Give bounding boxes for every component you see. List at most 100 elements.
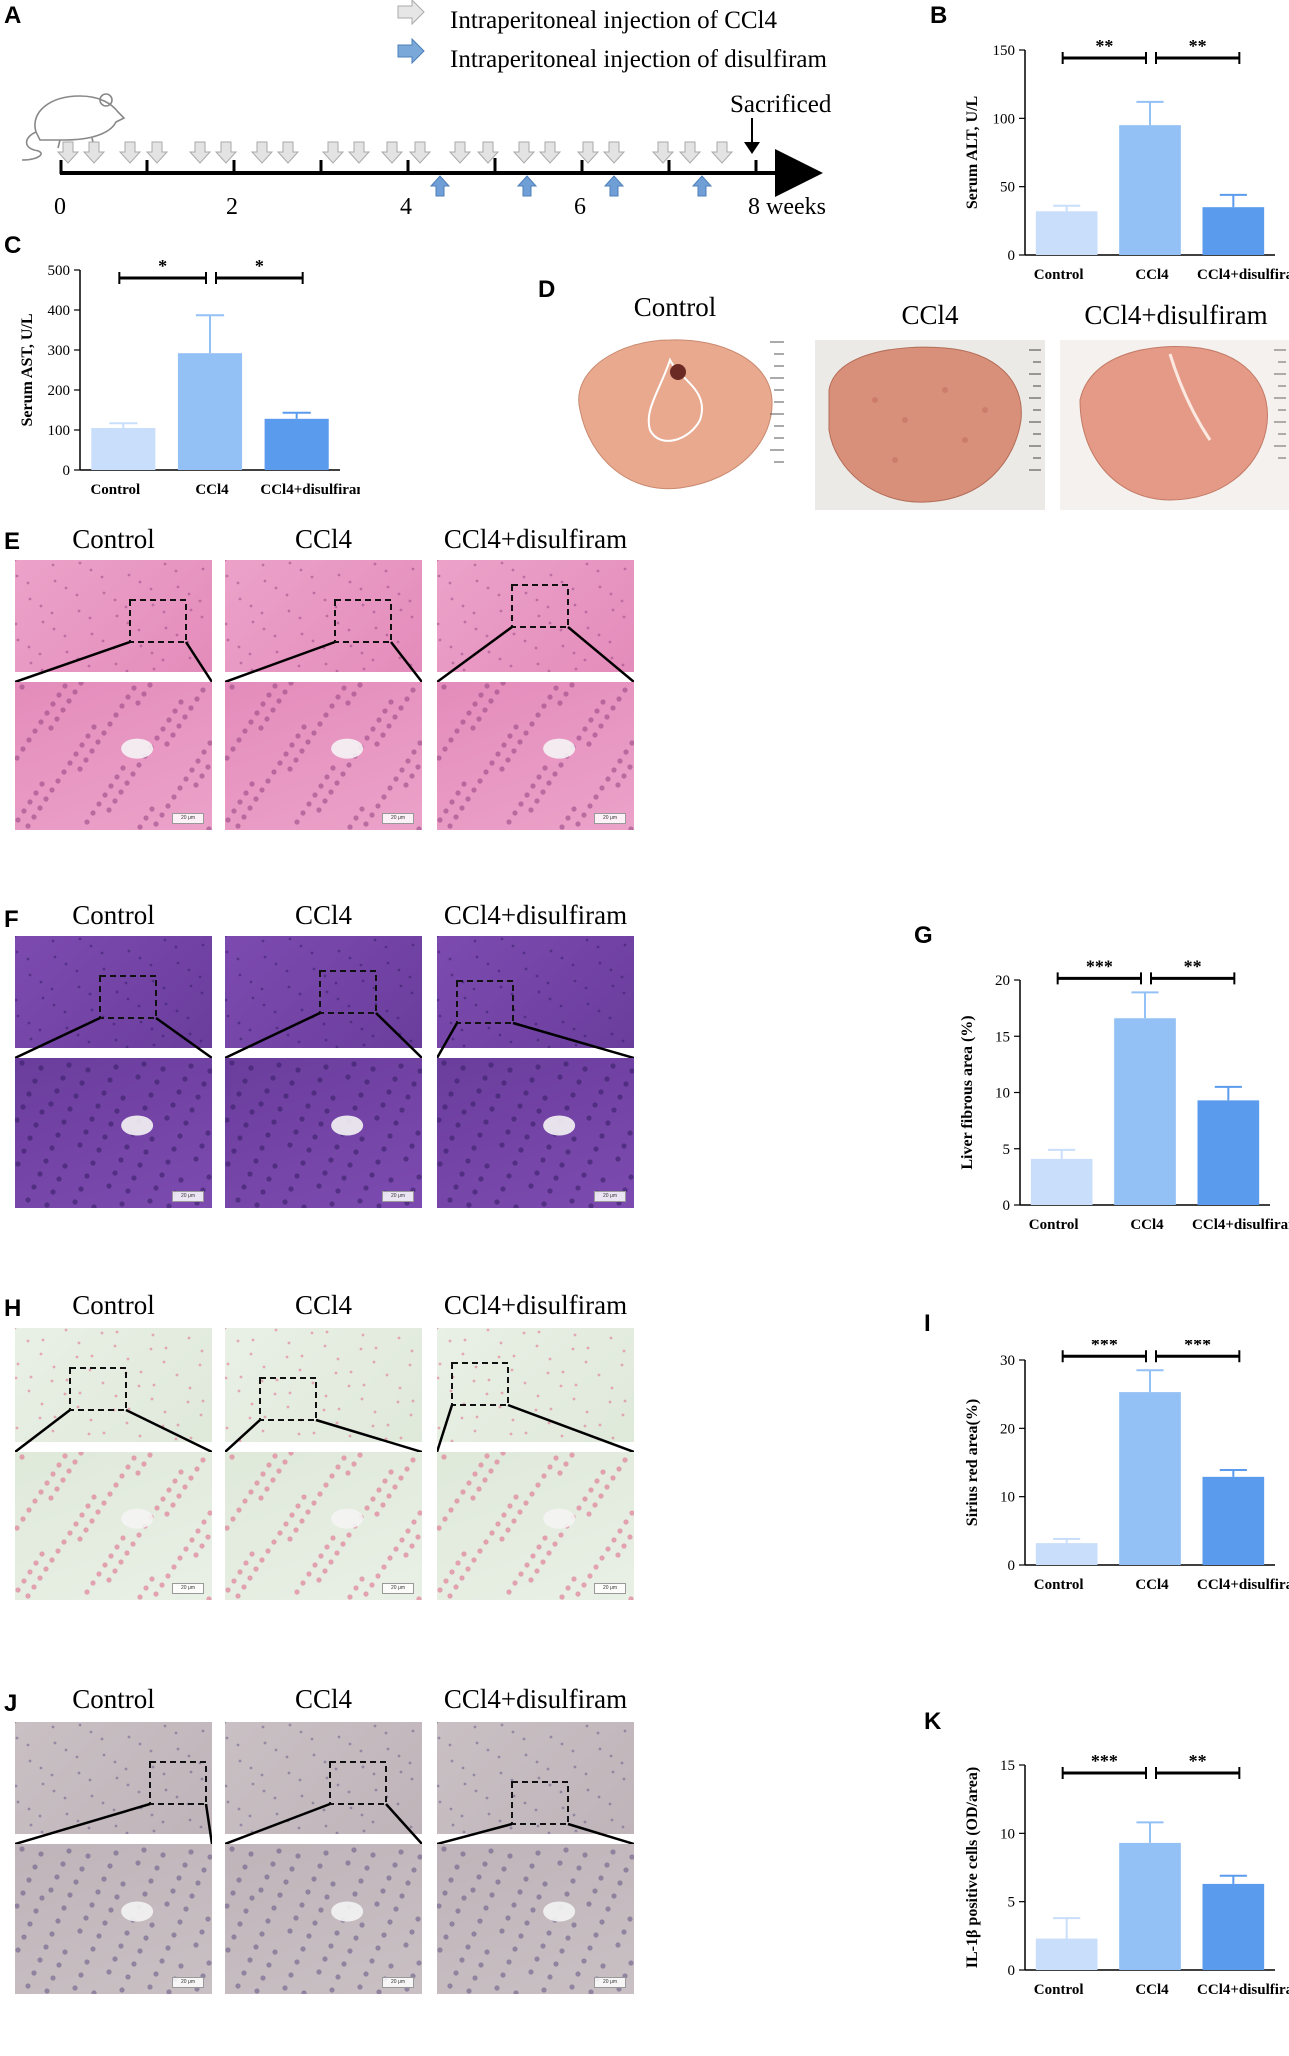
d-title-ccl4-disulfiram: CCl4+disulfiram <box>1084 300 1268 330</box>
y-tick-label-1: 5 <box>1003 1142 1011 1158</box>
h-high-mag-ccl4: 20 μm <box>225 1452 422 1600</box>
y-axis-label: Serum AST, U/L <box>19 313 36 426</box>
disulfiram-injection-arrow-3 <box>691 175 713 197</box>
j-low-mag-ccl4 <box>225 1722 422 1834</box>
ccl4-injection-arrows <box>56 141 734 164</box>
y-tick-label-3: 300 <box>48 343 71 359</box>
significance-label-0: *** <box>1091 1340 1118 1354</box>
y-axis-label: Liver fibrous area (%) <box>959 1015 976 1169</box>
legend-ccl4-text: Intraperitoneal injection of CCl4 <box>450 7 777 34</box>
zoom-box <box>334 599 392 643</box>
x-tick-label-1: CCl4 <box>1135 1982 1169 1998</box>
timeline-tick-2: 2 <box>226 194 238 220</box>
j-high-mag-control: 20 μm <box>15 1844 212 1994</box>
disulfiram-injection-arrow-2 <box>603 175 625 197</box>
timeline-tick-4: 4 <box>400 194 412 220</box>
ccl4-injection-arrow-2 <box>118 141 142 164</box>
j-low-mag-ccl4-dis <box>437 1722 634 1834</box>
ccl4-injection-arrow-11 <box>408 141 432 164</box>
y-tick-label-0: 0 <box>1008 1963 1016 1979</box>
bar-0 <box>1030 1158 1093 1205</box>
bar-2 <box>264 418 329 470</box>
y-tick-label-1: 10 <box>1000 1490 1015 1506</box>
bar-1 <box>1119 1842 1181 1970</box>
ccl4-injection-arrow-8 <box>321 141 345 164</box>
bar-1 <box>177 353 243 470</box>
x-tick-label-1: CCl4 <box>1135 1577 1169 1593</box>
x-tick-label-2: CCl4+disulfiram <box>1197 1577 1289 1593</box>
panel-label-e: E <box>4 528 21 555</box>
bar-0 <box>1035 1938 1098 1970</box>
x-tick-label-2: CCl4+disulfiram <box>1197 1982 1289 1998</box>
timeline-tick-6: 6 <box>574 194 586 220</box>
h-high-mag-ccl4-dis: 20 μm <box>437 1452 634 1600</box>
ccl4-injection-arrow-20 <box>710 141 734 164</box>
bar-0 <box>91 428 156 470</box>
h-title-ccl4-dis: CCl4+disulfiram <box>443 1290 628 1320</box>
h-low-mag-ccl4 <box>225 1328 422 1442</box>
f-title-control: Control <box>72 900 155 930</box>
x-tick-label-0: Control <box>1034 1982 1084 1998</box>
x-tick-label-0: Control <box>1029 1217 1079 1233</box>
liver-photo-control <box>560 330 790 500</box>
sacrificed-label: Sacrificed <box>730 91 832 118</box>
ccl4-injection-arrow-1 <box>82 141 106 164</box>
bar-1 <box>1119 125 1181 256</box>
zoom-box <box>259 1377 317 1421</box>
bar-2 <box>1197 1100 1260 1205</box>
x-tick-label-2: CCl4+disulfiram <box>1197 267 1289 283</box>
h-title-ccl4: CCl4 <box>294 1290 353 1320</box>
e-high-mag-ccl4-dis: 20 μm <box>437 682 634 830</box>
timeline-diagram: Intraperitoneal injection of CCl4 Intrap… <box>21 0 832 220</box>
panel-label-k: K <box>924 1708 942 1735</box>
e-title-control: Control <box>72 524 155 554</box>
y-tick-label-3: 15 <box>995 1029 1010 1045</box>
liver-photo-ccl4-disulfiram <box>1060 340 1289 510</box>
x-tick-label-2: CCl4+disulfiram <box>1192 1217 1289 1233</box>
ccl4-injection-arrow-4 <box>188 141 212 164</box>
d-title-ccl4: CCl4 <box>901 300 959 330</box>
bar-0 <box>1035 211 1098 255</box>
y-tick-label-0: 0 <box>63 463 71 479</box>
y-tick-label-2: 10 <box>1000 1826 1015 1842</box>
h-title-control: Control <box>72 1290 155 1320</box>
significance-label-1: ** <box>1184 960 1202 976</box>
e-high-mag-control: 20 μm <box>15 682 212 830</box>
bar-2 <box>1202 207 1265 255</box>
panel-label-g: G <box>914 922 933 949</box>
x-tick-label-1: CCl4 <box>1130 1217 1164 1233</box>
e-low-mag-control <box>15 560 212 672</box>
mouse-icon <box>21 93 126 161</box>
significance-label-1: *** <box>1184 1340 1211 1354</box>
j-high-mag-ccl4: 20 μm <box>225 1844 422 1994</box>
liver-photo-ccl4 <box>815 340 1045 510</box>
significance-label-0: *** <box>1086 960 1113 976</box>
scale-bar: 20 μm <box>594 1191 626 1202</box>
disulfiram-injection-arrows <box>429 175 713 197</box>
f-title-ccl4: CCl4 <box>294 900 353 930</box>
y-tick-label-3: 30 <box>1000 1353 1015 1369</box>
ccl4-injection-arrow-14 <box>512 141 536 164</box>
ccl4-injection-arrow-6 <box>250 141 274 164</box>
scale-bar: 20 μm <box>382 1583 414 1594</box>
j-title-ccl4: CCl4 <box>294 1684 353 1714</box>
y-tick-label-2: 20 <box>1000 1421 1015 1437</box>
panel-label-c: C <box>4 232 22 259</box>
j-low-mag-control <box>15 1722 212 1834</box>
f-high-mag-ccl4: 20 μm <box>225 1058 422 1208</box>
e-title-ccl4-dis: CCl4+disulfiram <box>443 524 628 554</box>
h-low-mag-ccl4-dis <box>437 1328 634 1442</box>
f-high-mag-control: 20 μm <box>15 1058 212 1208</box>
x-tick-label-0: Control <box>1034 267 1084 283</box>
zoom-box <box>129 599 187 643</box>
y-tick-label-3: 15 <box>1000 1758 1015 1774</box>
x-tick-label-0: Control <box>1034 1577 1084 1593</box>
zoom-box <box>451 1362 509 1406</box>
x-tick-label-1: CCl4 <box>195 482 229 498</box>
significance-label-1: ** <box>1189 36 1207 56</box>
chart-il1b-positive: 0 5 10 15 IL-1β positive cells (OD/area) Cont… <box>964 1751 1289 1998</box>
panel-label-h: H <box>4 1295 22 1322</box>
x-tick-label-1: CCl4 <box>1135 267 1169 283</box>
y-tick-label-5: 500 <box>48 263 71 279</box>
y-axis-label: Serum ALT, U/L <box>964 96 981 209</box>
